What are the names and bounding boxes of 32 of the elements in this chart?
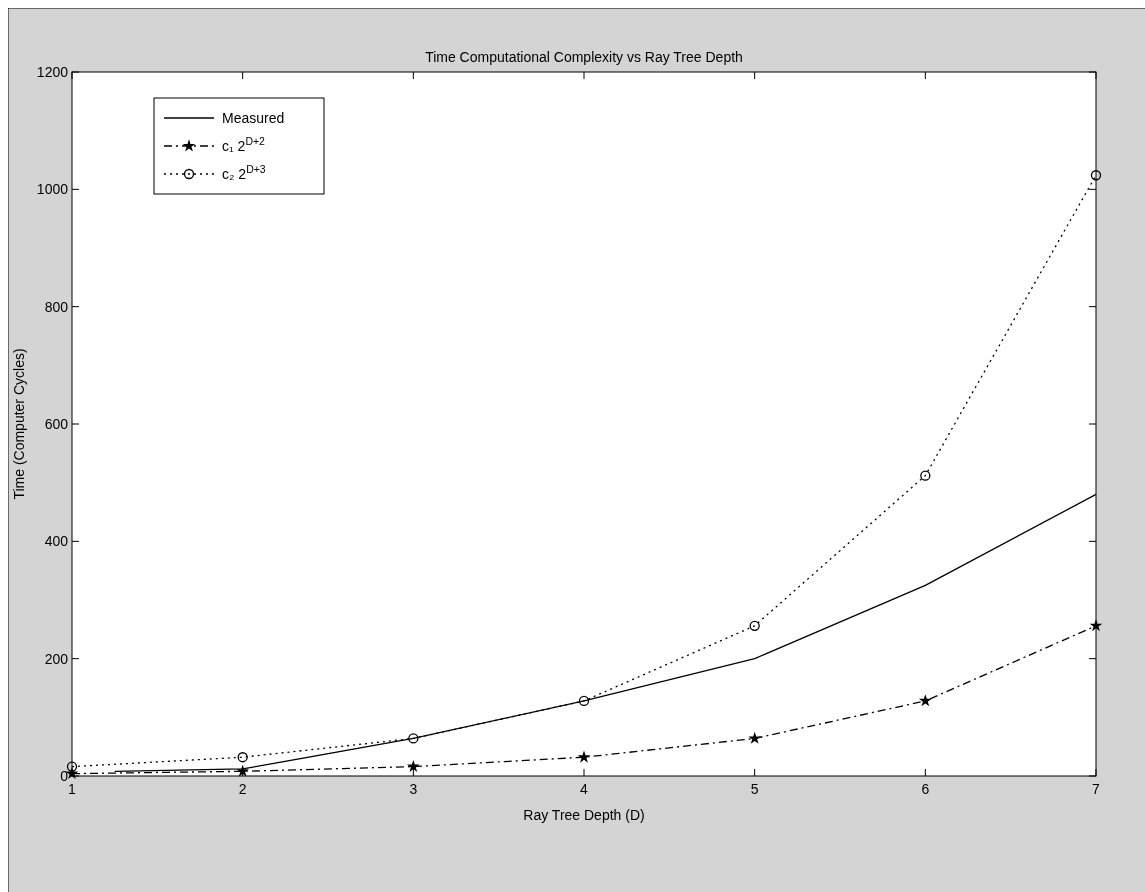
point bbox=[918, 694, 932, 707]
y-tick-label: 1000 bbox=[36, 181, 69, 198]
point bbox=[66, 761, 78, 772]
y-tick-label: 600 bbox=[44, 416, 69, 432]
point bbox=[920, 470, 931, 481]
point bbox=[408, 733, 419, 744]
point bbox=[237, 752, 248, 763]
legend-label: c₂ 2$^{D+3}$ bbox=[222, 163, 266, 182]
x-tick-label: 1 bbox=[68, 781, 77, 797]
point bbox=[236, 764, 250, 777]
point bbox=[748, 731, 762, 744]
x-axis-title: Ray Tree Depth (D) bbox=[523, 807, 645, 823]
y-tick-label: 0 bbox=[60, 768, 69, 784]
y-axis-title: Time (Computer Cycles) bbox=[11, 348, 27, 500]
point bbox=[577, 750, 591, 763]
legend-label: c₁ 2$^{D+2}$ bbox=[222, 135, 266, 154]
point bbox=[578, 695, 590, 707]
y-tick-label: 400 bbox=[44, 533, 69, 550]
x-tick-label: 5 bbox=[750, 781, 759, 797]
y-tick-label: 200 bbox=[44, 650, 69, 667]
x-tick-label: 7 bbox=[1092, 781, 1101, 797]
y-tick-label: 800 bbox=[44, 298, 69, 315]
legend-label: Measured bbox=[222, 110, 285, 126]
x-tick-label: 3 bbox=[409, 781, 418, 797]
point bbox=[1090, 170, 1102, 181]
x-tick-label: 4 bbox=[580, 781, 589, 797]
x-tick-label: 6 bbox=[921, 781, 930, 797]
y-tick-label: 1200 bbox=[36, 64, 69, 80]
point bbox=[749, 620, 760, 631]
chart-title: Time Computational Complexity vs Ray Tree Depth bbox=[425, 49, 743, 65]
x-tick-label: 2 bbox=[238, 781, 247, 797]
point bbox=[1089, 619, 1103, 632]
